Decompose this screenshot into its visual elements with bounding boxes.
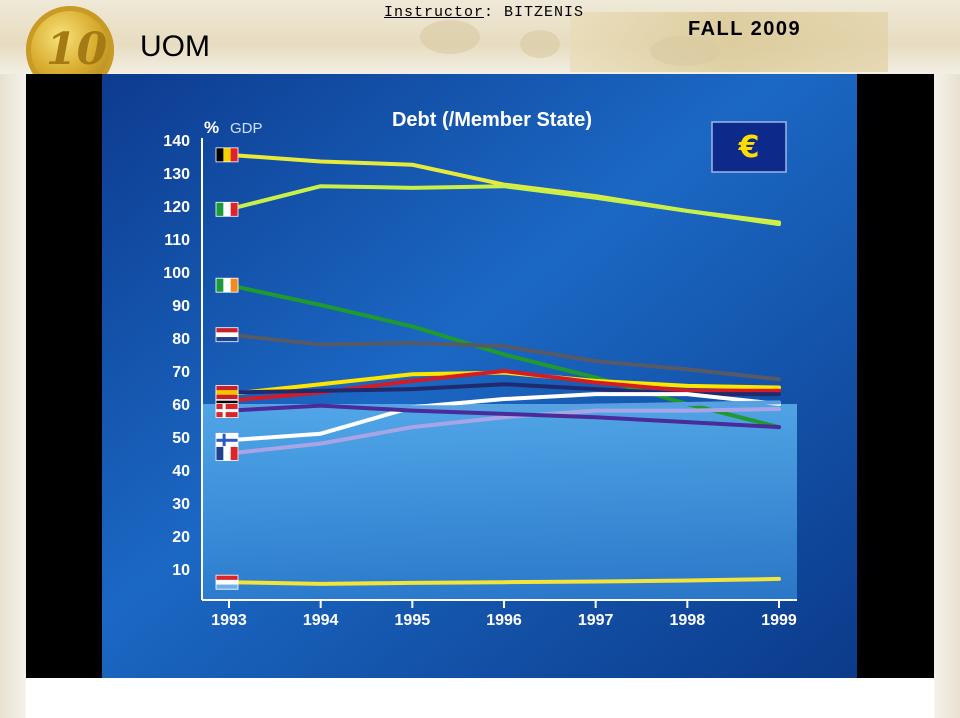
flag-border — [215, 201, 239, 217]
flag-stripe — [216, 584, 238, 590]
series-line-denmark — [227, 403, 781, 430]
series-line-italy — [227, 184, 781, 227]
flag-border — [215, 574, 239, 590]
flag-cross — [216, 409, 238, 413]
flag-border — [215, 277, 239, 293]
y-tick-label: 140 — [163, 133, 190, 150]
flag-border — [215, 403, 239, 419]
flag-cross — [216, 438, 238, 442]
x-tick-label: 1995 — [395, 612, 431, 629]
y-tick-label: 110 — [164, 232, 190, 249]
y-tick-label: 120 — [163, 199, 190, 216]
instructor-label: Instructor — [384, 4, 485, 21]
flag-spain — [215, 385, 239, 400]
flag-denmark — [215, 403, 239, 419]
y-unit-label: GDP — [230, 120, 263, 137]
debt-chart: Debt (/Member State) % GDP € 10 20 30 40 50 6… — [102, 74, 857, 678]
x-tick-label: 1998 — [670, 612, 706, 629]
flag-stripe — [216, 390, 238, 396]
x-tick-label: 1999 — [761, 612, 797, 629]
flag-stripe — [223, 446, 232, 461]
flag-netherlands — [215, 327, 239, 343]
map-continent-shape — [650, 36, 720, 66]
instructor-name: BITZENIS — [504, 4, 585, 21]
y-tick-label: 50 — [172, 430, 190, 447]
series-lines — [227, 152, 781, 586]
flag-stripe — [230, 278, 239, 293]
flag-stripe — [216, 575, 238, 581]
chart-lower-glow — [202, 404, 797, 600]
flag-border — [215, 446, 239, 461]
y-tick-label: 70 — [172, 364, 190, 381]
svg-text:€: € — [738, 130, 760, 165]
flag-stripe — [223, 147, 232, 162]
y-tick-label: 40 — [172, 463, 190, 480]
flag-belgium — [215, 147, 239, 163]
flag-france — [215, 446, 239, 461]
series-line-france — [227, 406, 781, 456]
y-tick-label: 100 — [163, 265, 190, 282]
euro-emblem: € — [711, 121, 787, 173]
flag-border — [215, 147, 239, 163]
y-tick-label: 60 — [172, 397, 190, 414]
flag-stripe — [216, 337, 238, 343]
flag-luxembourg — [215, 574, 239, 590]
flag-stripe — [223, 202, 232, 217]
flag-stripe — [216, 202, 224, 217]
flag-stripe — [216, 332, 238, 338]
header-map-texture — [570, 12, 888, 72]
flag-stripe — [216, 278, 224, 293]
chart-title: Debt (/Member State) — [392, 109, 592, 131]
series-line-luxembourg — [227, 576, 781, 586]
flag-border — [215, 327, 239, 343]
flag-stripe — [223, 278, 232, 293]
x-tick-label: 1994 — [303, 612, 339, 629]
y-ticks: 10 20 30 40 50 60 70 80 90 100 110 120 130 140 — [163, 133, 190, 579]
y-tick-label: 90 — [172, 298, 190, 315]
flag-stripe — [230, 446, 239, 461]
y-tick-label: 80 — [172, 331, 190, 348]
y-tick-label: 10 — [172, 562, 190, 579]
map-continent-shape — [520, 30, 560, 58]
flag-stripe — [216, 579, 238, 586]
x-ticks: 1993 1994 1995 1996 1997 1998 1999 — [211, 600, 797, 629]
flag-border — [215, 385, 239, 400]
series-flags — [215, 147, 239, 590]
flag-stripe — [216, 385, 238, 391]
term-label: FALL 2009 — [688, 18, 802, 40]
coin-value: 10 — [46, 24, 108, 75]
flag-stripe — [216, 327, 238, 333]
flag-italy — [215, 201, 239, 217]
x-tick-label: 1996 — [486, 612, 522, 629]
flag-stripe — [216, 400, 238, 406]
flag-stripe — [230, 202, 239, 217]
left-margin-texture — [0, 74, 26, 718]
logo-text: UOM — [140, 30, 210, 63]
y-tick-label: 30 — [172, 496, 190, 513]
map-continent-shape — [420, 20, 480, 54]
flag-ireland — [215, 277, 239, 293]
x-tick-label: 1997 — [578, 612, 614, 629]
flag-stripe — [216, 446, 224, 461]
flag-stripe — [216, 147, 224, 162]
flag-stripe — [216, 394, 238, 400]
flag-stripe — [230, 147, 239, 162]
flag-finland — [215, 432, 239, 448]
y-unit-symbol: % — [204, 118, 219, 137]
series-line-finland — [227, 392, 781, 443]
y-tick-label: 20 — [172, 529, 190, 546]
instructor-credit: Instructor: BITZENIS — [384, 4, 585, 21]
series-line-netherlands — [227, 332, 781, 382]
y-tick-label: 130 — [163, 166, 190, 183]
x-tick-label: 1993 — [211, 612, 247, 629]
right-margin-texture — [934, 74, 960, 718]
